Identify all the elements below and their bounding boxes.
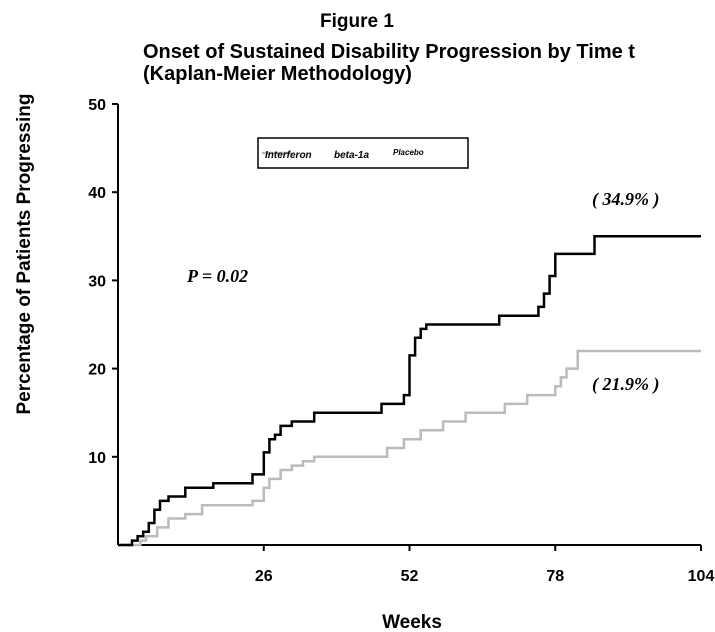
series-line-placebo [118, 235, 701, 547]
legend-entry-beta: beta-1a [334, 150, 369, 161]
p-value-annotation: P = 0.02 [186, 266, 248, 286]
y-tick-label: 50 [88, 97, 106, 114]
y-tick-label: 40 [88, 185, 106, 202]
series-group [118, 235, 701, 547]
x-tick-label: 104 [688, 568, 715, 585]
x-tick-label: 52 [401, 568, 419, 585]
chart-title-line2: (Kaplan-Meier Methodology) [143, 63, 412, 85]
x-tick-label: 78 [546, 568, 564, 585]
x-tick-label: 26 [255, 568, 273, 585]
legend: Interferon beta-1a Placebo [257, 137, 469, 169]
y-axis-label: Percentage of Patients Progressing [14, 94, 35, 415]
y-tick-label: 10 [88, 450, 106, 467]
y-tick-label: 20 [88, 362, 106, 379]
series-line-interferon [118, 349, 701, 547]
legend-entry-interferon: Interferon [265, 150, 312, 161]
y-tick-group: 10 20 30 40 50 [88, 97, 118, 467]
y-tick-label: 30 [88, 273, 106, 290]
x-axis-label: Weeks [382, 612, 442, 632]
legend-entry-placebo: Placebo [393, 148, 424, 157]
legend-box [257, 137, 469, 169]
placebo-final-annotation: ( 34.9% ) [592, 189, 659, 210]
figure-label: Figure 1 [320, 11, 394, 32]
chart-title-line1: Onset of Sustained Disability Progressio… [143, 41, 635, 63]
interferon-final-annotation: ( 21.9% ) [592, 374, 659, 395]
x-tick-group: 26 52 78 104 [255, 545, 715, 585]
